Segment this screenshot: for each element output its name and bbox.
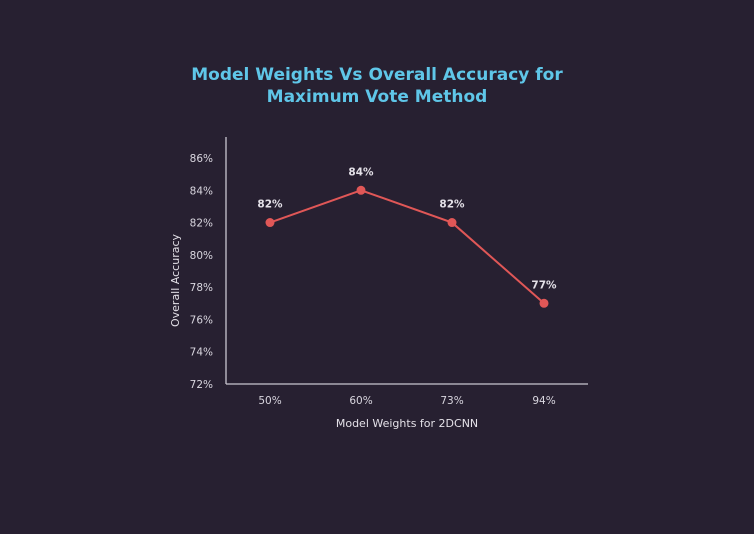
data-label: 82% (439, 199, 465, 211)
series-line (269, 189, 545, 305)
y-tick-label: 76% (190, 314, 213, 326)
data-labels: 82% 84% 82% 77% (257, 166, 557, 291)
y-tick-label: 72% (190, 379, 213, 391)
data-label: 82% (257, 199, 283, 211)
y-axis-ticks: 72% 74% 76% 78% 80% 82% 84% 86% (190, 153, 213, 391)
x-tick-label: 94% (532, 395, 555, 407)
chart-title-line-2: Maximum Vote Method (266, 87, 488, 107)
data-points (265, 185, 549, 308)
data-label: 84% (348, 166, 374, 178)
y-tick-label: 82% (190, 218, 213, 230)
y-tick-label: 84% (190, 185, 213, 197)
data-point (265, 218, 275, 228)
x-tick-label: 73% (440, 395, 463, 407)
x-axis-ticks: 50% 60% 73% 94% (258, 395, 555, 407)
y-axis-title: Overall Accuracy (169, 233, 182, 327)
data-label: 77% (531, 279, 557, 291)
data-point (447, 218, 457, 228)
chart-title-line-1: Model Weights Vs Overall Accuracy for (191, 65, 563, 85)
y-tick-label: 86% (190, 153, 213, 165)
x-tick-label: 50% (258, 395, 281, 407)
y-tick-label: 80% (190, 250, 213, 262)
y-tick-label: 74% (190, 347, 213, 359)
data-point (356, 185, 366, 195)
data-point (539, 298, 549, 308)
x-axis-title: Model Weights for 2DCNN (336, 417, 478, 430)
y-tick-label: 78% (190, 282, 213, 294)
x-tick-label: 60% (349, 395, 372, 407)
